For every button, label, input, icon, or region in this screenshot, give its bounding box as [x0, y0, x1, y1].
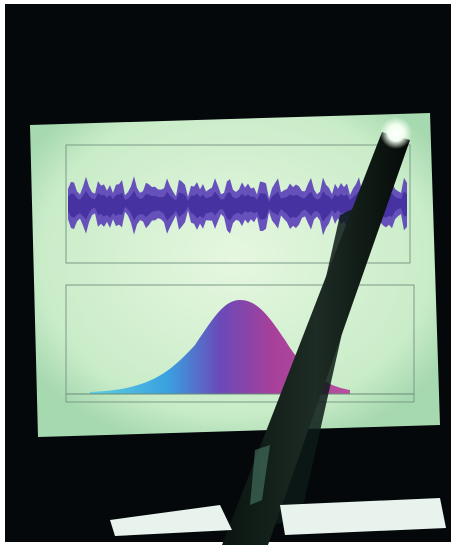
- pen-light: [380, 117, 412, 149]
- keyboard-left: [110, 505, 232, 536]
- signal-core: [68, 190, 407, 222]
- pen: [222, 132, 410, 545]
- keyboard-right: [280, 498, 446, 535]
- pen-highlight: [250, 445, 270, 505]
- histogram-bell: [90, 300, 350, 394]
- upper-plot-frame: [65, 144, 411, 264]
- lower-plot-frame: [65, 284, 415, 403]
